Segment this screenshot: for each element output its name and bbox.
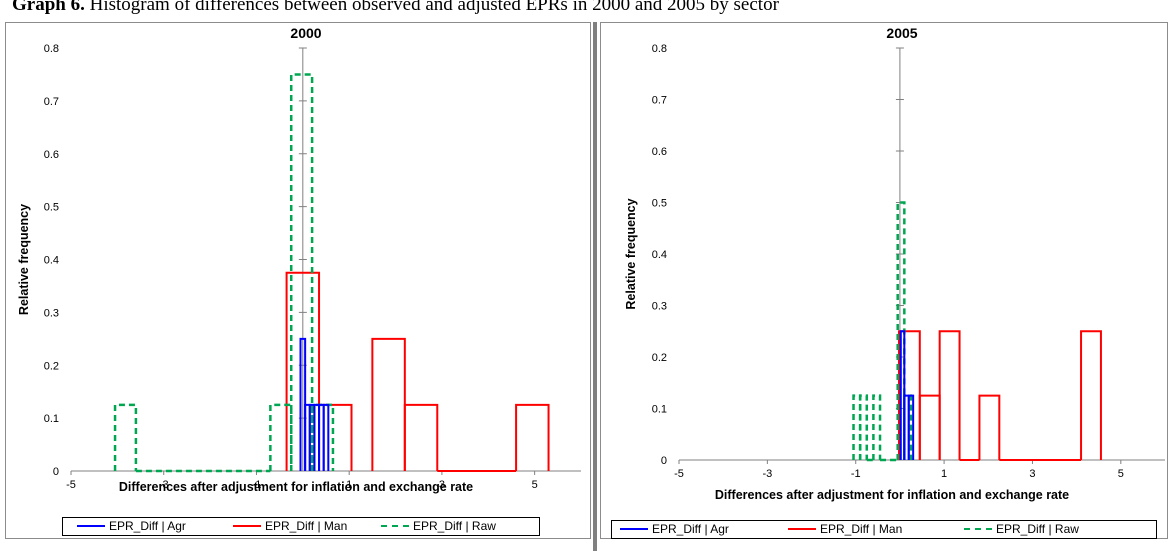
chart-panel-2005: 0 0.1 0.2 0.3 0.4 0.5 0.6 0.7 0.8 -5 -3 -1 1 3 5 2005 Di…: [600, 22, 1168, 539]
y-tick-label: 0.2: [652, 352, 667, 364]
x-tick-label: -5: [66, 479, 76, 491]
y-tick-label: 0.5: [652, 198, 667, 210]
x-tick-label: 5: [1118, 468, 1124, 480]
histogram-2000: 0 0.1 0.2 0.3 0.4 0.5 0.6 0.7 0.8 -5 -3 -1 1 3 5 2000 Di…: [17, 25, 581, 494]
y-tick-label: 0.7: [44, 96, 59, 108]
histogram-bar: [322, 403, 330, 471]
histogram-bar: [918, 394, 941, 460]
caption-text: Histogram of differences between observe…: [84, 0, 779, 15]
histogram-bar: [907, 394, 915, 460]
chart-title: 2000: [290, 25, 321, 41]
y-tick-label: 0: [53, 466, 59, 478]
x-tick-label: 1: [346, 479, 352, 491]
histogram-bar: [269, 403, 293, 471]
y-tick-label: 0.6: [44, 149, 59, 161]
histogram-bar: [1080, 330, 1102, 460]
legend-swatch: [381, 525, 409, 527]
x-tick-label: 3: [439, 479, 445, 491]
x-axis-label: Differences after adjustment for inflati…: [119, 480, 473, 494]
y-tick-label: 0.8: [44, 43, 59, 55]
histogram-bar: [858, 394, 869, 460]
x-tick-label: -1: [252, 479, 262, 491]
legend-item: EPR_Diff | Agr: [620, 522, 729, 536]
legend-label: EPR_Diff | Raw: [996, 522, 1079, 536]
y-tick-label: 0.6: [652, 146, 667, 158]
y-axis-label: Relative frequency: [17, 204, 31, 315]
x-tick-label: -3: [159, 479, 169, 491]
x-axis-label: Differences after adjustment for inflati…: [715, 488, 1069, 502]
x-tick-label: -1: [851, 468, 861, 480]
legend-swatch: [77, 525, 105, 527]
legend-2005: EPR_Diff | Agr EPR_Diff | Man EPR_Diff | R…: [611, 520, 1157, 539]
legend-item: EPR_Diff | Agr: [77, 519, 186, 533]
legend-swatch: [964, 528, 992, 530]
histogram-bar: [515, 403, 550, 471]
histogram-bar: [113, 403, 138, 471]
histogram-bar: [285, 271, 321, 471]
figure-caption: Graph 6. Histogram of differences betwee…: [12, 0, 779, 16]
x-tick-label: -5: [674, 468, 684, 480]
y-tick-label: 0.8: [652, 43, 667, 55]
y-tick-label: 0.7: [652, 95, 667, 107]
histogram-bar: [978, 394, 1001, 460]
y-tick-label: 0.1: [44, 413, 59, 425]
y-tick-label: 0.2: [44, 360, 59, 372]
histogram-bar: [310, 403, 335, 471]
histogram-bar: [403, 403, 439, 471]
y-axis-label: Relative frequency: [624, 198, 638, 309]
legend-label: EPR_Diff | Agr: [652, 522, 729, 536]
histogram-bar: [872, 394, 882, 460]
legend-label: EPR_Diff | Man: [265, 519, 348, 533]
caption-label: Graph 6.: [12, 0, 85, 15]
x-tick-label: 3: [1029, 468, 1035, 480]
panel-separator: [593, 22, 597, 551]
y-tick-label: 0: [661, 455, 667, 467]
x-tick-label: 1: [941, 468, 947, 480]
chart-title: 2005: [886, 25, 917, 41]
legend-item: EPR_Diff | Raw: [964, 522, 1079, 536]
histogram-2005: 0 0.1 0.2 0.3 0.4 0.5 0.6 0.7 0.8 -5 -3 -1 1 3 5 2005 Di…: [624, 25, 1165, 502]
legend-item: EPR_Diff | Man: [788, 522, 902, 536]
y-tick-label: 0.4: [44, 255, 59, 267]
legend-label: EPR_Diff | Raw: [413, 519, 496, 533]
x-tick-label: -3: [762, 468, 772, 480]
legend-label: EPR_Diff | Man: [820, 522, 903, 536]
legend-item: EPR_Diff | Raw: [381, 519, 496, 533]
legend-item: EPR_Diff | Man: [233, 519, 347, 533]
histogram-bar: [938, 330, 961, 460]
legend-swatch: [620, 528, 648, 530]
legend-2000: EPR_Diff | Agr EPR_Diff | Man EPR_Diff | R…: [62, 517, 540, 536]
y-tick-label: 0.5: [44, 202, 59, 214]
y-tick-label: 0.3: [652, 301, 667, 313]
legend-label: EPR_Diff | Agr: [109, 519, 186, 533]
histogram-bar: [371, 337, 406, 471]
y-tick-label: 0.3: [44, 307, 59, 319]
legend-swatch: [788, 528, 816, 530]
chart-panel-2000: 0 0.1 0.2 0.3 0.4 0.5 0.6 0.7 0.8 -5 -3 -1 1 3 5 2000 Di…: [5, 22, 591, 539]
y-tick-label: 0.4: [652, 249, 667, 261]
histogram-bar: [289, 73, 314, 471]
legend-swatch: [233, 525, 261, 527]
x-tick-label: 5: [532, 479, 538, 491]
y-tick-label: 0.1: [652, 404, 667, 416]
